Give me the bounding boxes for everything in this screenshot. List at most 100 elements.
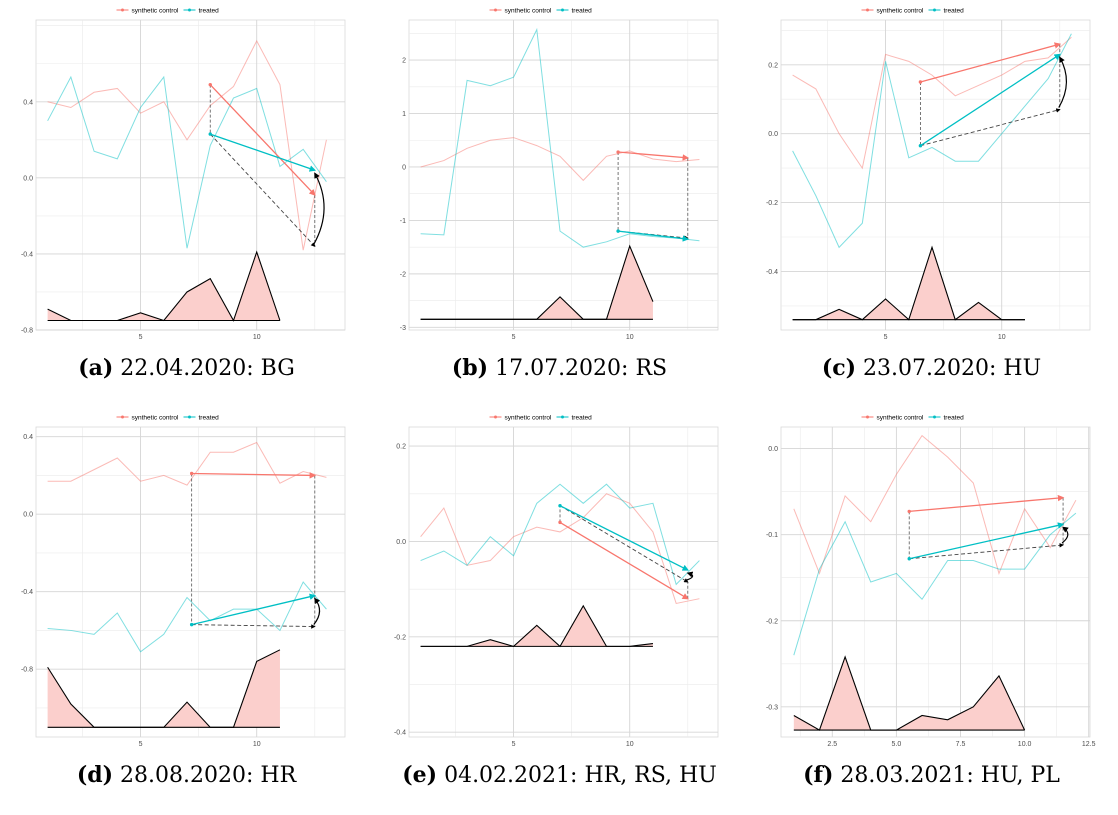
legend-label-synthetic: synthetic control: [877, 414, 925, 421]
effect-curve-arrow: [1058, 56, 1068, 108]
legend-label-treated: treated: [199, 414, 220, 421]
legend-label-treated: treated: [944, 7, 965, 14]
x-tick-label: 5: [512, 334, 516, 341]
synthetic-arrow: [920, 42, 1062, 83]
legend-point-treated: [933, 415, 936, 419]
x-tick-label: 5: [139, 741, 143, 748]
y-tick-label: -0.2: [394, 634, 406, 641]
caption-letter: (f): [803, 762, 834, 788]
x-tick-label: 7.5: [956, 741, 966, 748]
synthetic-arrow: [618, 151, 690, 161]
weight-area: [47, 649, 280, 728]
y-tick-label: -2: [400, 271, 406, 278]
series-line-treated: [792, 33, 1072, 249]
chart-panel-e: 5 10 -0.4 -0.2 0.0 0.2 synthetic control treate…: [373, 407, 746, 814]
treated-start-point: [558, 503, 562, 508]
chart-panel-f: 2.5 5.0 7.5 10.0 12.5 -0.3 -0.2 -0.1 0.0 syntheti…: [745, 407, 1118, 814]
y-tick-label: -0.1: [766, 532, 778, 539]
y-tick-label: 0.2: [768, 62, 778, 69]
synthetic-arrow: [191, 472, 317, 479]
caption-d: (d) 28.08.2020: HR: [0, 762, 373, 788]
caption-text: 17.07.2020: RS: [488, 356, 668, 381]
y-tick-label: -0.2: [766, 618, 778, 625]
weight-line: [793, 655, 1026, 731]
plot-background: [35, 19, 346, 331]
legend-label-synthetic: synthetic control: [132, 7, 180, 14]
legend-label-synthetic: synthetic control: [505, 414, 553, 421]
caption-letter: (b): [451, 355, 489, 381]
caption-text: 28.08.2020: HR: [113, 763, 297, 788]
chart-panel-a: 5 10 -0.8 -0.4 0.0 0.4 synthetic control treate…: [0, 0, 373, 407]
x-tick-label: 10: [626, 741, 634, 748]
treated-start-point: [918, 144, 923, 148]
synthetic-start-point: [907, 509, 911, 514]
series-line-synthetic: [47, 39, 327, 251]
effect-curve-arrow: [686, 571, 694, 581]
effect-curve-arrow: [313, 172, 325, 245]
treated-arrow: [191, 593, 317, 626]
y-tick-label: 0.0: [768, 131, 778, 138]
y-tick-label: -3: [400, 325, 406, 332]
x-tick-label: 10: [253, 741, 261, 748]
legend-label-treated: treated: [199, 7, 220, 14]
y-tick-label: 0.0: [396, 539, 406, 546]
treated-arrow: [210, 133, 317, 172]
legend: synthetic control treated: [116, 414, 220, 421]
series-line-treated: [47, 581, 327, 653]
legend-point-synthetic: [866, 8, 869, 12]
chart-svg-b: 5 10 -3 -2 -1 0 1 2 synthetic control treated: [400, 7, 719, 341]
x-tick-label: 5.0: [892, 741, 902, 748]
series-line-synthetic: [792, 36, 1072, 170]
treated-start-point: [616, 229, 620, 233]
y-tick-label: 0.0: [768, 446, 778, 453]
series-line-treated: [420, 483, 700, 586]
synthetic-arrow: [209, 84, 316, 196]
treated-arrow: [618, 230, 690, 242]
legend-point-synthetic: [121, 8, 124, 12]
caption-letter: (c): [821, 355, 857, 381]
caption-b: (b) 17.07.2020: RS: [373, 355, 746, 381]
weight-area: [47, 252, 280, 321]
chart-panel-c: 5 10 -0.4 -0.2 0.0 0.2 synthetic control treate…: [745, 0, 1118, 407]
treated-arrow: [920, 53, 1061, 147]
treated-arrow: [559, 505, 689, 571]
effect-curve-arrow: [1061, 526, 1069, 544]
legend: synthetic control treated: [489, 7, 593, 14]
synthetic-start-point: [918, 80, 923, 84]
x-tick-label: 10: [626, 334, 634, 341]
legend-point-treated: [561, 8, 564, 12]
caption-f: (f) 28.03.2021: HU, PL: [745, 762, 1118, 788]
chart-svg-c: 5 10 -0.4 -0.2 0.0 0.2 synthetic control treate…: [766, 7, 1091, 341]
synthetic-arrow: [909, 494, 1065, 513]
chart-svg-f: 2.5 5.0 7.5 10.0 12.5 -0.3 -0.2 -0.1 0.0 syntheti…: [766, 414, 1096, 748]
series-line-synthetic: [47, 441, 327, 486]
grid: [409, 20, 718, 330]
chart-panel-b: 5 10 -3 -2 -1 0 1 2 synthetic control treated (b) …: [373, 0, 746, 407]
legend-label-treated: treated: [572, 7, 593, 14]
caption-text: 28.03.2021: HU, PL: [833, 763, 1060, 788]
synthetic-start-point: [616, 150, 620, 154]
legend-label-synthetic: synthetic control: [132, 414, 180, 421]
caption-text: 23.07.2020: HU: [856, 356, 1042, 381]
weight-area: [420, 246, 653, 320]
treated-start-point: [189, 622, 194, 627]
plot-background: [35, 426, 346, 738]
legend-point-synthetic: [494, 8, 497, 12]
legend-point-synthetic: [866, 415, 869, 419]
series-line-synthetic: [420, 137, 700, 182]
weight-area: [793, 656, 1025, 731]
grid: [409, 427, 718, 737]
x-tick-label: 10: [998, 334, 1006, 341]
caption-text: 04.02.2021: HR, RS, HU: [437, 763, 717, 788]
series-line-treated: [793, 512, 1077, 656]
series-line-treated: [420, 27, 700, 248]
y-tick-label: -0.4: [394, 730, 406, 737]
y-tick-label: 0.0: [23, 175, 33, 182]
legend-point-treated: [188, 415, 191, 419]
caption-letter: (e): [402, 762, 438, 788]
legend: synthetic control treated: [861, 414, 964, 421]
caption-e: (e) 04.02.2021: HR, RS, HU: [373, 762, 746, 788]
counterfactual-arrow: [191, 624, 316, 629]
counterfactual-arrow: [559, 505, 689, 583]
grid: [781, 427, 1090, 737]
